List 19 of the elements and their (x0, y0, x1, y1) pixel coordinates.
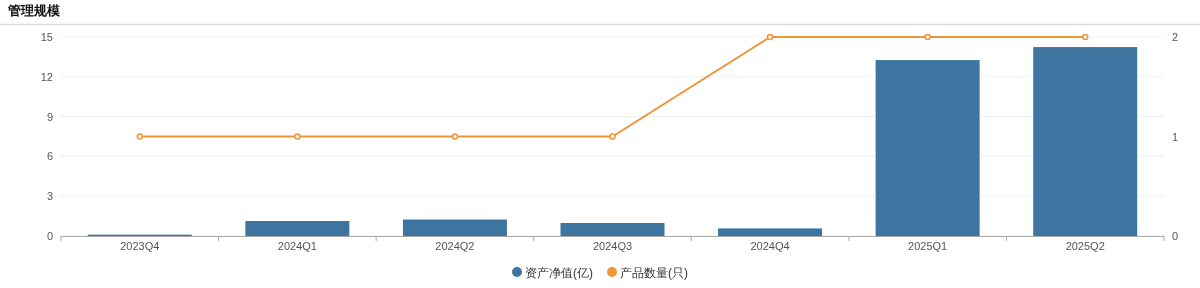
x-tick-label: 2023Q4 (120, 240, 160, 252)
y-tick-label: 0 (46, 230, 53, 242)
y-tick-label: 6 (46, 150, 53, 163)
x-tick-label: 2024Q3 (592, 240, 633, 252)
y2-tick-label: 0 (1172, 230, 1179, 242)
x-tick-label: 2024Q2 (435, 240, 475, 252)
chart-title: 管理规模 (7, 3, 60, 18)
legend-label: 资产净值(亿) (525, 265, 593, 280)
y-tick-label: 15 (40, 31, 53, 43)
legend-label: 产品数量(只) (620, 265, 688, 280)
x-tick-label: 2024Q1 (277, 240, 317, 252)
x-tick-label: 2024Q4 (750, 240, 790, 252)
y-tick-label: 3 (46, 190, 53, 203)
x-tick-label: 2025Q2 (1065, 240, 1105, 252)
y-tick-label: 9 (46, 110, 53, 123)
y2-tick-label: 2 (1172, 31, 1179, 43)
x-tick-label: 2025Q1 (908, 240, 948, 252)
y2-tick-label: 1 (1172, 130, 1179, 143)
y-tick-label: 12 (40, 70, 53, 83)
